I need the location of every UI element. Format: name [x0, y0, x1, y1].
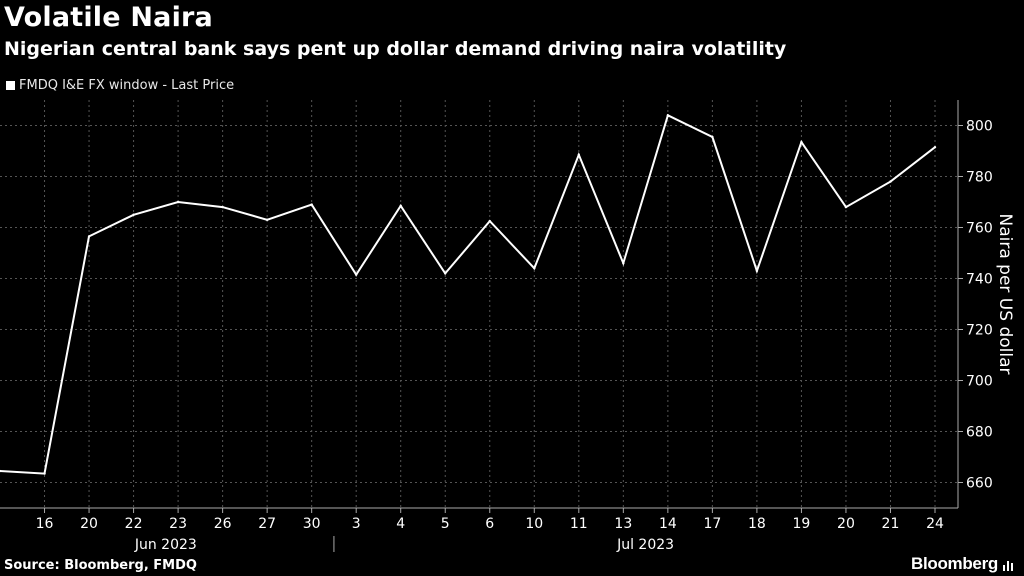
x-tick-label: 26	[214, 516, 232, 532]
legend-label: FMDQ I&E FX window - Last Price	[19, 78, 235, 93]
data-point	[666, 114, 670, 117]
y-tick-label: 780	[966, 170, 993, 186]
data-point	[132, 213, 135, 216]
x-tick-label: 20	[837, 516, 855, 532]
x-tick-label: 6	[485, 516, 494, 532]
x-tick-label: 27	[258, 516, 276, 532]
x-tick-label: 13	[614, 516, 632, 532]
data-point	[43, 472, 46, 475]
x-tick-label: 14	[659, 516, 677, 532]
data-point	[221, 205, 224, 209]
data-point	[933, 145, 937, 149]
chart-subtitle: Nigerian central bank says pent up dolla…	[4, 38, 787, 60]
data-point	[399, 204, 402, 208]
y-tick-label: 660	[966, 476, 993, 492]
y-tick-label: 700	[966, 374, 993, 390]
x-tick-label: 19	[793, 516, 811, 532]
data-point	[800, 140, 803, 144]
month-label-june: Jun 2023	[134, 537, 197, 553]
y-tick-label: 760	[966, 221, 993, 237]
x-tick-label: 3	[352, 516, 361, 532]
x-tick-label: 23	[169, 516, 187, 532]
y-tick-label: 680	[966, 425, 993, 441]
x-tick-label: 17	[703, 516, 721, 532]
bloomberg-logo: Bloomberg	[910, 554, 998, 573]
x-tick-label: 22	[125, 516, 143, 532]
data-point	[444, 272, 447, 275]
x-tick-label: 4	[396, 516, 405, 532]
legend-swatch	[6, 81, 15, 90]
x-tick-label: 20	[80, 516, 98, 532]
data-point	[176, 200, 180, 204]
x-tick-label: 16	[36, 516, 54, 532]
data-point	[488, 219, 491, 223]
series-line	[0, 113, 936, 475]
data-point	[577, 153, 581, 157]
source-note: Source: Bloomberg, FMDQ	[4, 558, 197, 573]
data-point	[310, 203, 313, 206]
y-tick-label: 740	[966, 272, 993, 288]
y-tick-label: 800	[966, 119, 993, 135]
month-label-july: Jul 2023	[616, 537, 674, 553]
x-tick-label: 11	[570, 516, 588, 532]
x-tick-label: 10	[525, 516, 543, 532]
data-point	[87, 235, 91, 238]
data-point	[533, 267, 536, 270]
x-tick-label: 18	[748, 516, 766, 532]
bloomberg-logo-icon	[1003, 561, 1013, 571]
data-point	[0, 469, 2, 473]
data-point	[889, 180, 892, 183]
chart-title: Volatile Naira	[4, 2, 213, 33]
data-point	[755, 269, 759, 273]
data-point	[711, 135, 714, 139]
data-point	[354, 273, 358, 276]
x-tick-label: 21	[882, 516, 900, 532]
x-tick-label: 24	[926, 516, 944, 532]
data-point	[265, 218, 269, 222]
legend: FMDQ I&E FX window - Last Price	[6, 78, 234, 93]
x-tick-label: 30	[303, 516, 321, 532]
data-point	[622, 262, 625, 265]
y-tick-label: 720	[966, 323, 993, 339]
y-axis-title: Naira per US dollar	[995, 214, 1015, 375]
data-point	[844, 205, 848, 209]
x-tick-label: 5	[441, 516, 450, 532]
